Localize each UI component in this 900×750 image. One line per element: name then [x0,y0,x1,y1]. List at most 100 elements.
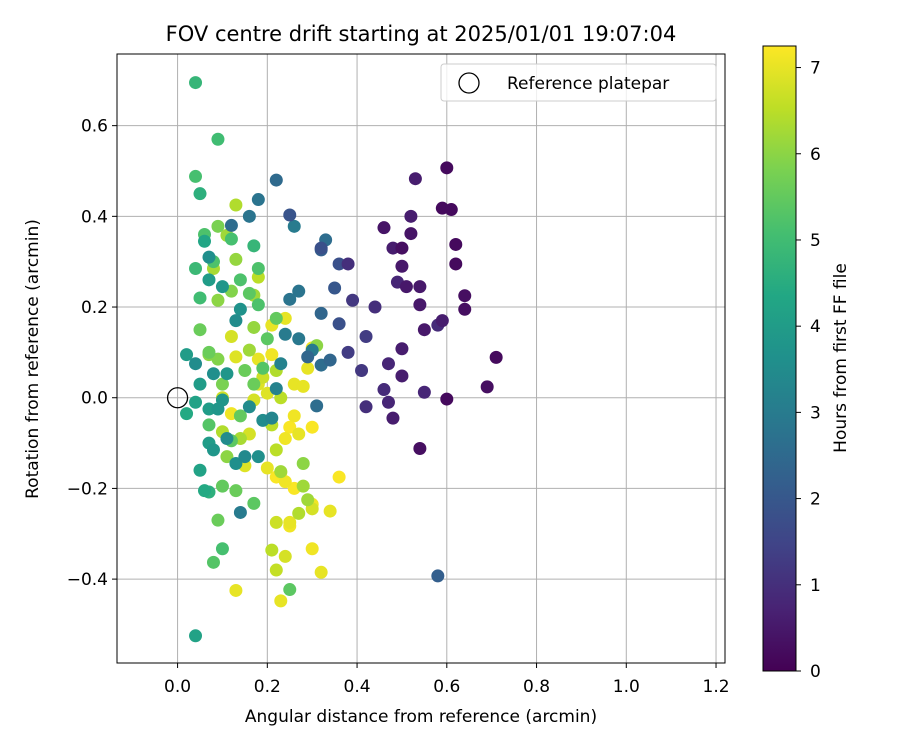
data-point [269,563,283,577]
colorbar-tick-label: 0 [810,662,821,682]
data-point [233,409,247,423]
chart-title: FOV centre drift starting at 2025/01/01 … [166,22,677,46]
colorbar-tick-label: 6 [810,145,821,165]
data-point [193,377,207,391]
data-point [265,411,279,425]
data-point [220,450,234,464]
data-point [224,218,238,232]
data-point [283,583,297,597]
data-point [193,323,207,337]
data-point [278,311,292,325]
data-point [386,411,400,425]
x-tick-label: 1.2 [703,677,730,697]
data-point [269,382,283,396]
data-point [310,399,324,413]
data-point [489,350,503,364]
data-point [269,173,283,187]
data-point [265,543,279,557]
data-point [215,393,229,407]
data-point [274,465,288,479]
y-axis-ticks: −0.4 −0.2 0.0 0.2 0.4 0.6 [67,117,117,590]
colorbar-tick-label: 4 [810,317,821,337]
data-point [220,367,234,381]
data-point [238,364,252,378]
data-points [180,76,503,643]
data-point [206,443,220,457]
data-point [328,281,342,295]
data-point [211,513,225,527]
data-point [458,302,472,316]
x-tick-label: 0.6 [433,677,460,697]
data-point [399,280,413,294]
data-point [256,370,270,384]
data-point [449,257,463,271]
data-point [305,542,319,556]
data-point [251,450,265,464]
data-point [355,364,369,378]
data-point [323,504,337,518]
x-axis-ticks: 0.0 0.2 0.4 0.6 0.8 1.0 1.2 [164,663,730,697]
data-point [251,261,265,275]
data-point [269,443,283,457]
data-point [395,241,409,255]
data-point [229,583,243,597]
data-point [377,221,391,235]
data-point [417,323,431,337]
data-point [292,506,306,520]
data-point [332,257,346,271]
data-point [395,259,409,273]
data-point [278,549,292,563]
data-point [193,291,207,305]
data-point [247,320,261,334]
y-tick-label: 0.2 [81,298,108,318]
data-point [238,450,252,464]
data-point [440,392,454,406]
data-point [332,470,346,484]
data-point [229,198,243,212]
data-point [346,293,360,307]
y-tick-label: 0.4 [81,207,108,227]
data-point [296,479,310,493]
data-point [435,314,449,328]
data-point [274,594,288,608]
data-point [189,261,203,275]
data-point [229,350,243,364]
data-point [283,420,297,434]
data-point [211,219,225,233]
data-point [404,209,418,223]
data-point [292,332,306,346]
plot-frame [116,53,726,664]
data-point [202,402,216,416]
data-point [458,289,472,303]
x-tick-label: 0.8 [523,677,550,697]
data-point [314,306,328,320]
data-point [197,484,211,498]
data-point [265,348,279,362]
data-point [215,377,229,391]
data-point [189,76,203,90]
x-tick-label: 0.2 [254,677,281,697]
colorbar-tick-label: 1 [810,576,821,596]
data-point [242,286,256,300]
data-point [480,380,494,394]
reference-point-marker [166,387,189,409]
data-point [301,350,315,364]
data-point [274,357,288,371]
data-point [189,629,203,643]
data-point [381,395,395,409]
data-point [206,555,220,569]
legend-marker-icon [458,72,480,94]
data-point [202,250,216,264]
x-axis-label: Angular distance from reference (arcmin) [245,707,597,727]
data-point [341,257,355,271]
data-point [189,395,203,409]
data-point [229,314,243,328]
data-point [233,273,247,287]
data-point [381,357,395,371]
data-point [242,209,256,223]
data-point [386,241,400,255]
colorbar-tick-label: 2 [810,490,821,510]
data-point [359,400,373,414]
legend: Reference platepar [440,63,717,102]
data-point [341,345,355,359]
